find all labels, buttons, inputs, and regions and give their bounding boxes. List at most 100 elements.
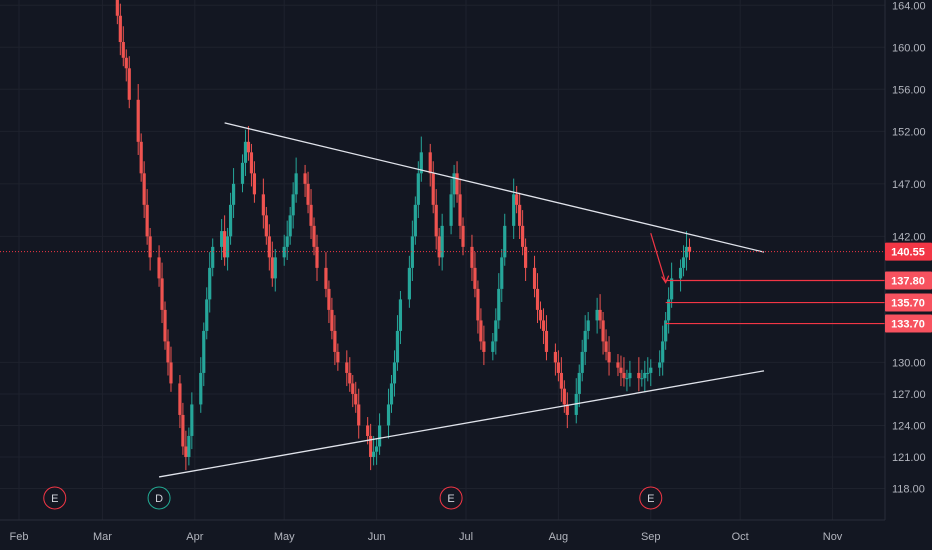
candle-body[interactable]	[366, 425, 370, 436]
trendline-upper[interactable]	[224, 122, 765, 253]
candle-body[interactable]	[678, 267, 683, 279]
candle-body[interactable]	[309, 204, 313, 226]
candle-body[interactable]	[431, 173, 435, 205]
candle-body[interactable]	[142, 173, 146, 205]
candle-body[interactable]	[452, 173, 456, 195]
candle-body[interactable]	[428, 152, 432, 174]
candle-body[interactable]	[473, 267, 477, 289]
candle-body[interactable]	[127, 68, 131, 100]
earnings-marker[interactable]	[43, 486, 67, 510]
candle-body[interactable]	[226, 236, 230, 258]
candle-body[interactable]	[684, 246, 689, 258]
candle-body[interactable]	[148, 236, 152, 258]
candle-body[interactable]	[515, 194, 519, 205]
candle-body[interactable]	[494, 320, 498, 342]
forecast-arrow[interactable]	[650, 233, 667, 283]
candle-body[interactable]	[392, 362, 397, 384]
candle-body[interactable]	[312, 225, 316, 247]
candle-body[interactable]	[231, 183, 236, 205]
candle-body[interactable]	[351, 383, 355, 394]
candle-body[interactable]	[524, 246, 528, 268]
candle-body[interactable]	[470, 246, 474, 268]
candle-body[interactable]	[395, 330, 400, 363]
candles[interactable]	[115, 0, 692, 471]
candle-body[interactable]	[389, 383, 394, 405]
candle-body[interactable]	[187, 435, 191, 457]
candle-body[interactable]	[261, 194, 265, 216]
candle-body[interactable]	[377, 425, 382, 447]
candle-body[interactable]	[440, 225, 444, 258]
candle-body[interactable]	[324, 267, 328, 289]
earnings-marker[interactable]	[639, 486, 663, 510]
candle-body[interactable]	[562, 388, 566, 405]
candle-body[interactable]	[535, 288, 540, 310]
candle-body[interactable]	[556, 362, 560, 373]
candle-body[interactable]	[628, 372, 632, 379]
candle-body[interactable]	[270, 257, 274, 279]
candle-body[interactable]	[267, 236, 271, 258]
candle-body[interactable]	[157, 257, 161, 279]
candle-body[interactable]	[622, 372, 626, 379]
candle-body[interactable]	[294, 173, 298, 195]
candle-body[interactable]	[246, 141, 251, 153]
candle-body[interactable]	[512, 194, 516, 226]
candle-body[interactable]	[369, 435, 373, 457]
candle-body[interactable]	[658, 362, 662, 368]
candle-body[interactable]	[532, 267, 537, 289]
candle-body[interactable]	[664, 320, 668, 342]
candle-body[interactable]	[372, 451, 376, 457]
candle-body[interactable]	[458, 194, 462, 226]
earnings-marker[interactable]	[439, 486, 463, 510]
candle-body[interactable]	[619, 367, 623, 373]
candle-body[interactable]	[115, 0, 119, 16]
candle-body[interactable]	[577, 372, 581, 394]
candle-body[interactable]	[124, 57, 128, 69]
candle-body[interactable]	[181, 414, 185, 447]
candle-body[interactable]	[410, 236, 414, 268]
candle-body[interactable]	[169, 362, 173, 384]
candle-body[interactable]	[604, 341, 608, 352]
candle-body[interactable]	[136, 99, 140, 142]
candle-body[interactable]	[336, 351, 340, 363]
candle-body[interactable]	[637, 372, 641, 379]
candle-body[interactable]	[273, 257, 277, 279]
candle-body[interactable]	[500, 257, 504, 289]
candle-body[interactable]	[586, 320, 590, 331]
candle-body[interactable]	[264, 215, 268, 237]
candle-body[interactable]	[163, 309, 167, 342]
candle-body[interactable]	[228, 204, 233, 237]
candle-body[interactable]	[559, 372, 563, 389]
candle-body[interactable]	[205, 299, 209, 331]
candle-body[interactable]	[166, 341, 170, 363]
candle-body[interactable]	[667, 299, 671, 321]
candle-body[interactable]	[538, 309, 543, 321]
candle-body[interactable]	[583, 330, 587, 352]
candle-body[interactable]	[398, 299, 403, 331]
candle-body[interactable]	[139, 141, 143, 174]
candle-body[interactable]	[503, 225, 507, 258]
candle-body[interactable]	[625, 378, 629, 380]
candle-body[interactable]	[646, 372, 650, 374]
candle-body[interactable]	[497, 288, 501, 321]
candle-body[interactable]	[437, 236, 441, 258]
candle-body[interactable]	[357, 404, 361, 426]
candle-body[interactable]	[419, 152, 423, 174]
candle-body[interactable]	[601, 320, 605, 342]
candle-body[interactable]	[199, 372, 203, 405]
candle-body[interactable]	[327, 288, 331, 310]
time-axis[interactable]: Feb Mar Apr May Jun Jul Aug Sep Oct Nov	[10, 531, 843, 543]
candle-body[interactable]	[661, 341, 665, 363]
candle-body[interactable]	[121, 42, 125, 58]
price-axis[interactable]: 118.00 121.00 124.00 127.00 130.00 142.00 147.…	[892, 0, 926, 495]
candle-body[interactable]	[574, 393, 578, 415]
drawings[interactable]	[0, 122, 885, 478]
trendline-lower[interactable]	[158, 370, 765, 478]
candle-body[interactable]	[565, 404, 569, 415]
candle-body[interactable]	[595, 309, 599, 321]
candle-body[interactable]	[580, 351, 584, 373]
candle-body[interactable]	[252, 173, 257, 195]
candle-body[interactable]	[190, 404, 194, 436]
candle-body[interactable]	[288, 215, 292, 237]
candle-body[interactable]	[354, 393, 358, 405]
